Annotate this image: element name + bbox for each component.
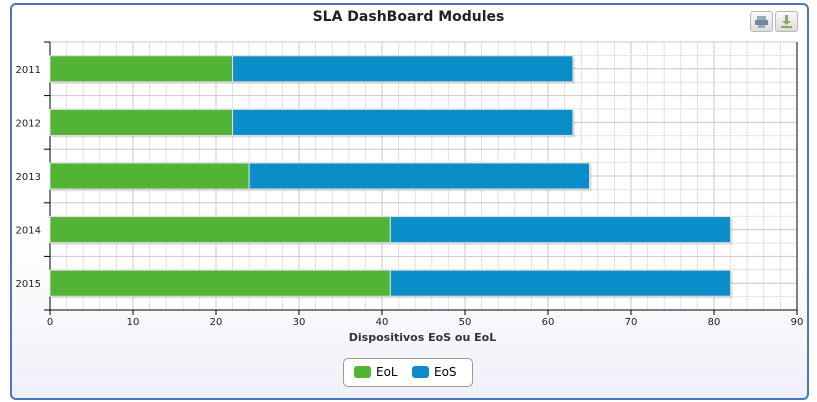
legend-label: EoS: [434, 365, 457, 379]
x-tick-label: 40: [376, 317, 389, 328]
chart-title: SLA DashBoard Modules: [312, 9, 505, 25]
print-button[interactable]: [750, 11, 773, 32]
legend-swatch: [354, 366, 371, 378]
bar-eol-2014: [49, 216, 391, 244]
bar-eol-2013: [49, 162, 250, 190]
x-tick-label: 10: [127, 317, 140, 328]
x-tick-label: 60: [542, 317, 555, 328]
x-tick-label: 80: [708, 317, 721, 328]
bar-eos-2014: [389, 216, 732, 244]
download-icon: [781, 15, 792, 28]
legend-item-eol[interactable]: EoL: [354, 365, 398, 379]
y-tick-label: 2011: [16, 65, 41, 76]
bar-eos-2012: [232, 108, 574, 136]
y-tick-label: 2015: [16, 279, 41, 290]
x-tick-label: 90: [791, 317, 804, 328]
y-tick-label: 2013: [16, 172, 41, 183]
legend: EoL EoS: [343, 358, 473, 387]
x-tick-label: 50: [459, 317, 472, 328]
bar-eol-2011: [49, 55, 234, 83]
legend-label: EoL: [376, 365, 398, 379]
download-button[interactable]: [775, 11, 798, 32]
x-axis-label: Dispositivos EoS ou EoL: [349, 331, 496, 344]
bar-eol-2012: [49, 108, 234, 136]
x-tick-label: 0: [47, 317, 53, 328]
bar-eos-2015: [389, 269, 732, 297]
legend-swatch: [412, 366, 429, 378]
printer-icon: [755, 16, 768, 28]
legend-item-eos[interactable]: EoS: [412, 365, 457, 379]
y-tick-label: 2014: [16, 226, 41, 237]
x-tick-label: 70: [625, 317, 638, 328]
x-tick-label: 30: [293, 317, 306, 328]
bar-eos-2013: [248, 162, 590, 190]
y-tick-label: 2012: [16, 118, 41, 129]
bar-eol-2015: [49, 269, 391, 297]
x-tick-label: 20: [210, 317, 223, 328]
bar-eos-2011: [232, 55, 574, 83]
